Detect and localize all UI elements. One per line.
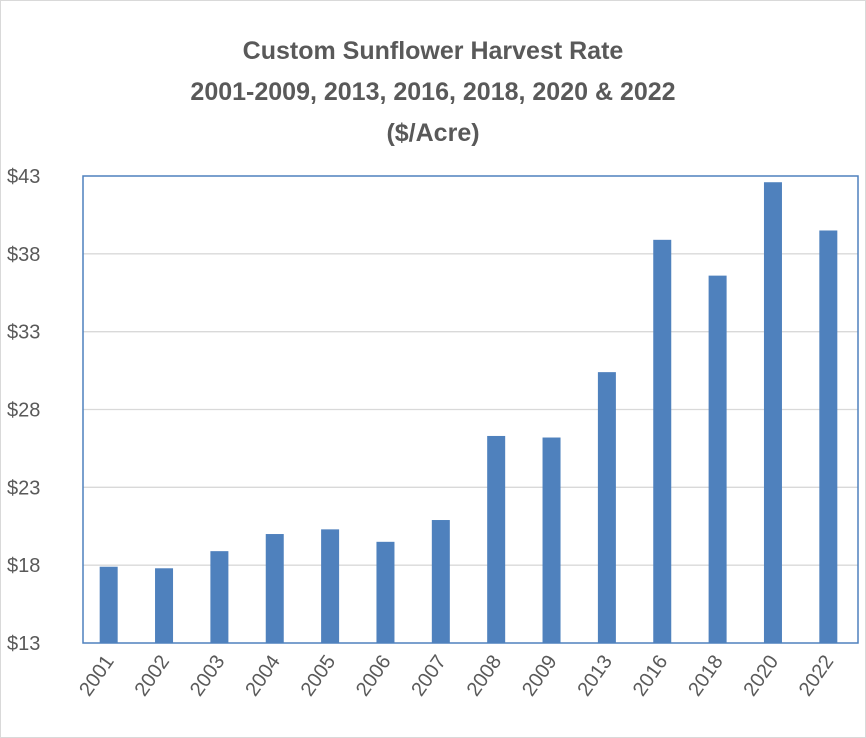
bar [431,520,450,643]
bar [265,534,284,643]
y-tick-label: $43 [7,166,40,188]
bar [376,541,395,643]
y-tick-label: $38 [7,244,40,266]
bar [99,566,118,643]
y-tick-label: $33 [7,322,40,344]
bar [763,182,782,643]
y-tick-label: $23 [7,477,40,499]
bar [597,372,616,643]
x-tick-label: 2006 [352,651,396,700]
x-tick-label: 2008 [463,651,507,700]
x-tick-label: 2004 [241,651,285,700]
x-tick-label: 2003 [186,651,230,700]
x-tick-label: 2002 [131,651,175,700]
y-tick-label: $18 [7,555,40,577]
bar [542,437,561,643]
x-tick-label: 2005 [297,651,341,700]
x-tick-label: 2016 [629,651,673,700]
bar [708,275,727,643]
chart-title-line-3: ($/Acre) [386,119,480,147]
bar [487,435,506,643]
x-tick-label: 2001 [75,651,119,700]
bar [321,529,340,643]
chart-title: Custom Sunflower Harvest Rate 2001-2009,… [1,31,865,154]
x-tick-label: 2007 [407,651,451,700]
x-tick-label: 2020 [740,651,784,700]
chart-title-line-1: Custom Sunflower Harvest Rate [242,37,624,65]
bar [653,239,672,643]
bar [210,551,229,643]
x-tick-label: 2013 [573,651,617,700]
chart-title-line-2: 2001-2009, 2013, 2016, 2018, 2020 & 2022 [190,78,676,106]
x-tick-label: 2022 [795,651,839,700]
x-tick-label: 2009 [518,651,562,700]
x-tick-label: 2018 [684,651,728,700]
plot-area-border [82,175,859,644]
y-tick-label: $28 [7,400,40,422]
y-tick-label: $13 [7,633,40,655]
bar [819,230,838,643]
bar [155,568,174,643]
